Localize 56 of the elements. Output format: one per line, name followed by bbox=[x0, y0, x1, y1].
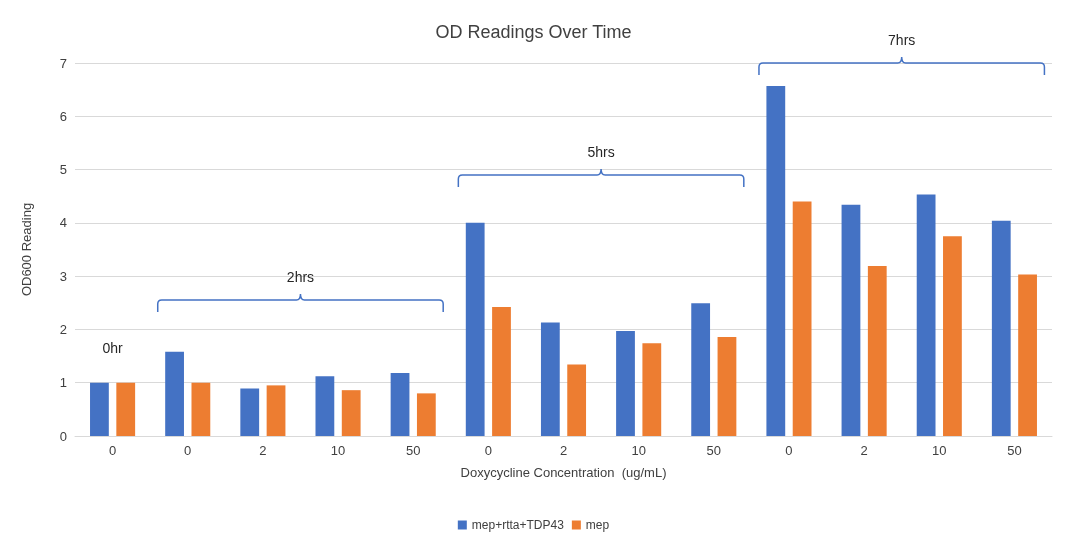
bar bbox=[191, 382, 211, 436]
bar bbox=[240, 388, 260, 436]
y-tick-label: 1 bbox=[59, 375, 67, 391]
bar bbox=[717, 336, 737, 436]
x-tick-label: 0 bbox=[484, 443, 492, 458]
legend-label: mep+rtta+TDP43 bbox=[471, 518, 565, 532]
x-tick-label: 10 bbox=[932, 443, 947, 458]
x-tick-label: 0 bbox=[785, 443, 793, 458]
annotation: 2hrs bbox=[286, 269, 315, 286]
bar bbox=[315, 376, 335, 436]
legend-label: mep bbox=[585, 518, 610, 532]
x-tick-label: 2 bbox=[559, 443, 568, 458]
bar bbox=[165, 351, 184, 436]
y-tick-label: 5 bbox=[59, 162, 67, 178]
bar bbox=[916, 194, 936, 436]
bar bbox=[867, 266, 887, 436]
bar bbox=[390, 373, 410, 436]
bar bbox=[991, 220, 1011, 436]
bar bbox=[841, 204, 861, 436]
bar bbox=[116, 382, 136, 436]
x-axis-title: Doxycycline Concentration (ug/mL) bbox=[460, 465, 667, 480]
x-tick-label: 10 bbox=[330, 443, 346, 458]
bar bbox=[766, 85, 786, 436]
x-tick-label: 50 bbox=[1007, 443, 1022, 458]
y-tick-label: 6 bbox=[59, 108, 67, 124]
y-axis-title: OD600 Reading bbox=[19, 202, 34, 297]
bar bbox=[492, 307, 511, 436]
x-tick-label: 2 bbox=[259, 443, 267, 458]
bar bbox=[90, 382, 109, 436]
bar bbox=[341, 390, 361, 436]
bar bbox=[616, 331, 635, 436]
y-tick-label: 4 bbox=[59, 215, 67, 231]
y-tick-label: 0 bbox=[59, 428, 67, 444]
x-tick-label: 50 bbox=[405, 443, 421, 458]
y-tick-label: 3 bbox=[59, 268, 67, 284]
x-tick-label: 10 bbox=[631, 443, 646, 458]
y-tick-label: 7 bbox=[59, 55, 67, 71]
x-tick-label: 0 bbox=[108, 443, 117, 458]
x-tick-label: 2 bbox=[860, 443, 868, 458]
x-tick-label: 50 bbox=[706, 443, 722, 458]
bar bbox=[1018, 274, 1037, 436]
y-tick-label: 2 bbox=[59, 321, 67, 337]
chart-title: OD Readings Over Time bbox=[435, 22, 632, 42]
bar bbox=[792, 201, 812, 436]
bar bbox=[691, 303, 711, 436]
bar bbox=[567, 364, 587, 436]
bar bbox=[266, 385, 286, 436]
annotation: 5hrs bbox=[587, 143, 615, 160]
bar bbox=[465, 222, 485, 436]
annotation: 0hr bbox=[102, 340, 124, 357]
bar bbox=[943, 236, 962, 436]
x-tick-label: 0 bbox=[184, 443, 192, 458]
bar bbox=[416, 393, 436, 436]
bar bbox=[540, 322, 560, 436]
text: 7hrs bbox=[888, 32, 916, 48]
bar bbox=[642, 343, 662, 436]
